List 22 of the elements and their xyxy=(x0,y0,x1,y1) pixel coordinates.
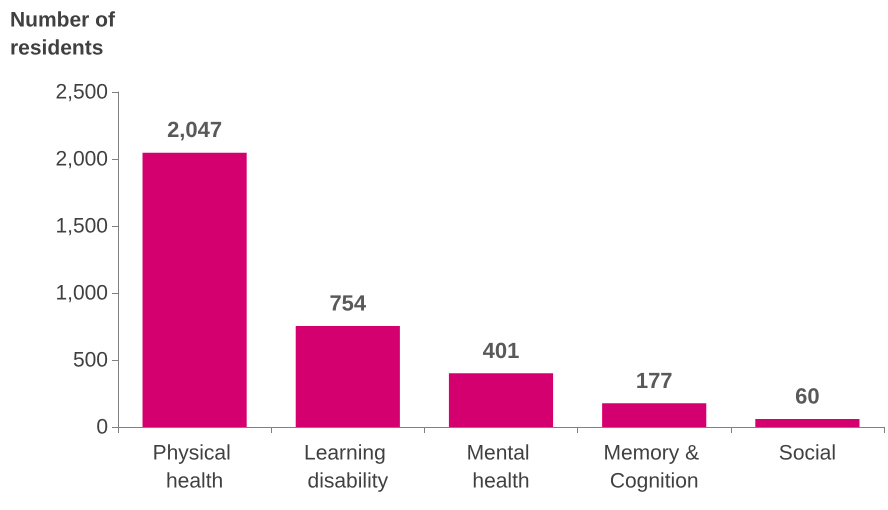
bar xyxy=(755,418,860,427)
data-label: 401 xyxy=(482,338,520,363)
data-label: 754 xyxy=(329,290,367,316)
y-axis-title: Number of residents xyxy=(10,8,121,60)
x-tick-label: Physical health xyxy=(152,442,237,492)
bar xyxy=(296,326,400,427)
y-tick-label: 2,500 xyxy=(55,80,108,104)
x-tick-label: Mental health xyxy=(466,442,536,492)
bar xyxy=(602,403,706,427)
y-tick-label: 1,500 xyxy=(55,214,108,238)
data-label: 60 xyxy=(795,383,820,408)
bar xyxy=(142,152,247,427)
y-tick-label: 2,000 xyxy=(55,148,108,170)
y-tick-label: 500 xyxy=(72,348,108,372)
x-tick-label: Learning disability xyxy=(304,442,392,492)
x-tick-label: Social xyxy=(778,442,836,464)
y-tick-label: 0 xyxy=(96,416,108,438)
data-label: 177 xyxy=(636,368,673,393)
data-label: 2,047 xyxy=(167,117,222,142)
y-tick-label: 1,000 xyxy=(55,282,108,304)
bar xyxy=(448,373,554,427)
x-tick-label: Memory & Cognition xyxy=(603,442,705,492)
